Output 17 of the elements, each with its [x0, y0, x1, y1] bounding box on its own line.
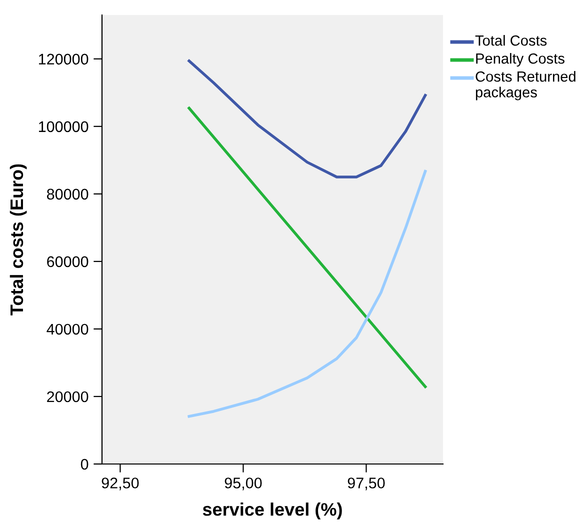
y-tick-label: 20000 [47, 391, 88, 402]
line-series [188, 60, 427, 178]
y-axis-title: Total costs (Euro) [10, 164, 27, 316]
y-tick-label: 0 [80, 458, 88, 470]
legend-label: Costs Returned packages [476, 71, 576, 100]
legend-label: Total Costs [475, 35, 547, 46]
x-tick-label: 95,00 [224, 478, 262, 490]
y-tick-label: 80000 [46, 188, 88, 200]
y-tick-label: 100000 [38, 121, 88, 132]
legend-label: Penalty Costs [476, 53, 564, 67]
y-tick-label: 60000 [47, 256, 88, 268]
y-tick-label: 40000 [46, 324, 88, 335]
y-tick-label: 120000 [38, 54, 88, 65]
x-tick-label: 92,50 [102, 478, 139, 490]
line-series [188, 170, 427, 418]
x-axis-title: service level (%) [202, 502, 342, 520]
x-tick-label: 97,50 [348, 478, 385, 490]
